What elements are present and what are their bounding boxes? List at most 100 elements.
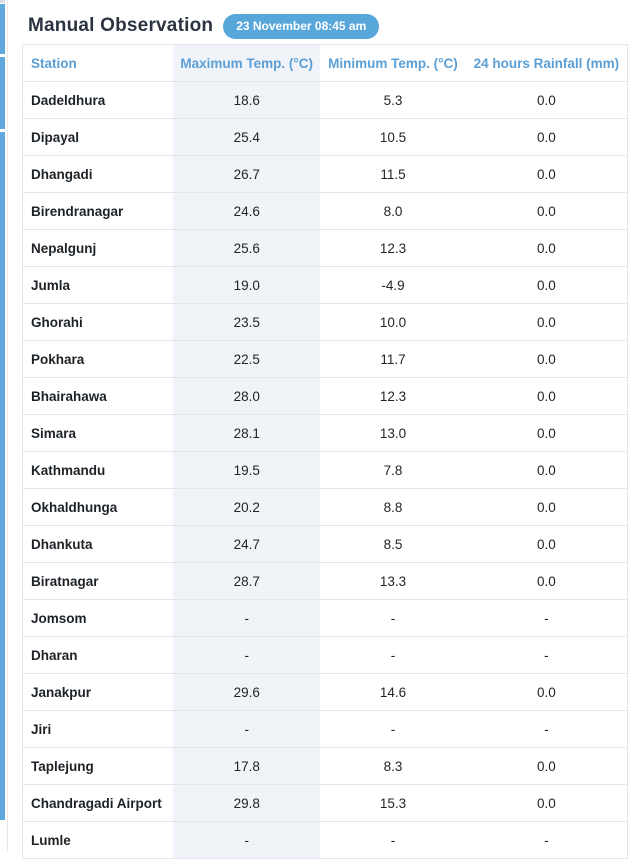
- min-temp-value: 11.5: [320, 155, 466, 193]
- table-row: Simara 28.1 13.0 0.0: [22, 414, 628, 452]
- column-header-rainfall: 24 hours Rainfall (mm): [465, 44, 628, 82]
- station-name: Chandragadi Airport: [22, 784, 174, 822]
- rainfall-value: 0.0: [465, 414, 628, 452]
- min-temp-value: 8.5: [320, 525, 466, 563]
- table-row: Jumla 19.0 -4.9 0.0: [22, 266, 628, 304]
- min-temp-value: -4.9: [320, 266, 466, 304]
- rainfall-value: 0.0: [465, 488, 628, 526]
- table-row: Dharan - - -: [22, 636, 628, 674]
- table-row: Dipayal 25.4 10.5 0.0: [22, 118, 628, 156]
- column-header-max-temp: Maximum Temp. (°C): [173, 44, 321, 82]
- table-row: Nepalgunj 25.6 12.3 0.0: [22, 229, 628, 267]
- table-row: Dhangadi 26.7 11.5 0.0: [22, 155, 628, 193]
- max-temp-value: 20.2: [173, 488, 321, 526]
- rainfall-value: -: [465, 636, 628, 674]
- table-row: Chandragadi Airport 29.8 15.3 0.0: [22, 784, 628, 822]
- rainfall-value: 0.0: [465, 747, 628, 785]
- station-name: Dadeldhura: [22, 81, 174, 119]
- observation-timestamp-badge: 23 November 08:45 am: [223, 13, 380, 39]
- min-temp-value: -: [320, 710, 466, 748]
- max-temp-value: 23.5: [173, 303, 321, 341]
- rainfall-value: 0.0: [465, 81, 628, 119]
- min-temp-value: 13.3: [320, 562, 466, 600]
- main-content: Manual Observation 23 November 08:45 am …: [22, 0, 628, 859]
- max-temp-value: 29.6: [173, 673, 321, 711]
- max-temp-value: -: [173, 636, 321, 674]
- rainfall-value: 0.0: [465, 229, 628, 267]
- station-name: Ghorahi: [22, 303, 174, 341]
- rainfall-value: 0.0: [465, 266, 628, 304]
- min-temp-value: 12.3: [320, 377, 466, 415]
- station-name: Nepalgunj: [22, 229, 174, 267]
- station-name: Simara: [22, 414, 174, 452]
- max-temp-value: -: [173, 821, 321, 859]
- left-edge-strip-segment: [0, 132, 5, 820]
- rainfall-value: 0.0: [465, 562, 628, 600]
- min-temp-value: -: [320, 821, 466, 859]
- column-header-station: Station: [22, 44, 174, 82]
- min-temp-value: -: [320, 636, 466, 674]
- left-edge-strip-segment: [0, 4, 5, 54]
- station-name: Okhaldhunga: [22, 488, 174, 526]
- page-title: Manual Observation: [28, 15, 214, 36]
- max-temp-value: 22.5: [173, 340, 321, 378]
- table-row: Jomsom - - -: [22, 599, 628, 637]
- rainfall-value: 0.0: [465, 673, 628, 711]
- min-temp-value: 12.3: [320, 229, 466, 267]
- station-name: Janakpur: [22, 673, 174, 711]
- station-name: Lumle: [22, 821, 174, 859]
- station-name: Taplejung: [22, 747, 174, 785]
- table-row: Bhairahawa 28.0 12.3 0.0: [22, 377, 628, 415]
- table-row: Kathmandu 19.5 7.8 0.0: [22, 451, 628, 489]
- max-temp-value: 17.8: [173, 747, 321, 785]
- left-edge-strip-segment: [0, 57, 5, 129]
- station-name: Biratnagar: [22, 562, 174, 600]
- rainfall-value: 0.0: [465, 525, 628, 563]
- manual-observation-table: Station Maximum Temp. (°C) Minimum Temp.…: [22, 44, 628, 859]
- min-temp-value: 13.0: [320, 414, 466, 452]
- rainfall-value: 0.0: [465, 303, 628, 341]
- max-temp-value: -: [173, 710, 321, 748]
- table-row: Birendranagar 24.6 8.0 0.0: [22, 192, 628, 230]
- rainfall-value: 0.0: [465, 118, 628, 156]
- max-temp-value: 28.7: [173, 562, 321, 600]
- max-temp-value: 26.7: [173, 155, 321, 193]
- table-header-row: Station Maximum Temp. (°C) Minimum Temp.…: [22, 44, 628, 82]
- table-row: Okhaldhunga 20.2 8.8 0.0: [22, 488, 628, 526]
- station-name: Birendranagar: [22, 192, 174, 230]
- station-name: Dharan: [22, 636, 174, 674]
- left-edge-strip-segment: [0, 0, 5, 3]
- rainfall-value: 0.0: [465, 155, 628, 193]
- titlebar: Manual Observation 23 November 08:45 am: [22, 0, 628, 44]
- max-temp-value: 28.0: [173, 377, 321, 415]
- rainfall-value: -: [465, 710, 628, 748]
- min-temp-value: 14.6: [320, 673, 466, 711]
- min-temp-value: 7.8: [320, 451, 466, 489]
- min-temp-value: 5.3: [320, 81, 466, 119]
- station-name: Dhankuta: [22, 525, 174, 563]
- max-temp-value: -: [173, 599, 321, 637]
- min-temp-value: 8.0: [320, 192, 466, 230]
- station-name: Dhangadi: [22, 155, 174, 193]
- left-edge-divider: [7, 0, 8, 852]
- max-temp-value: 25.4: [173, 118, 321, 156]
- max-temp-value: 19.0: [173, 266, 321, 304]
- station-name: Pokhara: [22, 340, 174, 378]
- station-name: Kathmandu: [22, 451, 174, 489]
- min-temp-value: 8.3: [320, 747, 466, 785]
- left-edge-strip: [0, 0, 9, 852]
- table-row: Janakpur 29.6 14.6 0.0: [22, 673, 628, 711]
- max-temp-value: 18.6: [173, 81, 321, 119]
- station-name: Jumla: [22, 266, 174, 304]
- max-temp-value: 24.7: [173, 525, 321, 563]
- station-name: Jiri: [22, 710, 174, 748]
- rainfall-value: 0.0: [465, 192, 628, 230]
- rainfall-value: 0.0: [465, 451, 628, 489]
- station-name: Dipayal: [22, 118, 174, 156]
- max-temp-value: 25.6: [173, 229, 321, 267]
- rainfall-value: -: [465, 599, 628, 637]
- station-name: Jomsom: [22, 599, 174, 637]
- table-row: Dhankuta 24.7 8.5 0.0: [22, 525, 628, 563]
- table-row: Pokhara 22.5 11.7 0.0: [22, 340, 628, 378]
- column-header-min-temp: Minimum Temp. (°C): [320, 44, 466, 82]
